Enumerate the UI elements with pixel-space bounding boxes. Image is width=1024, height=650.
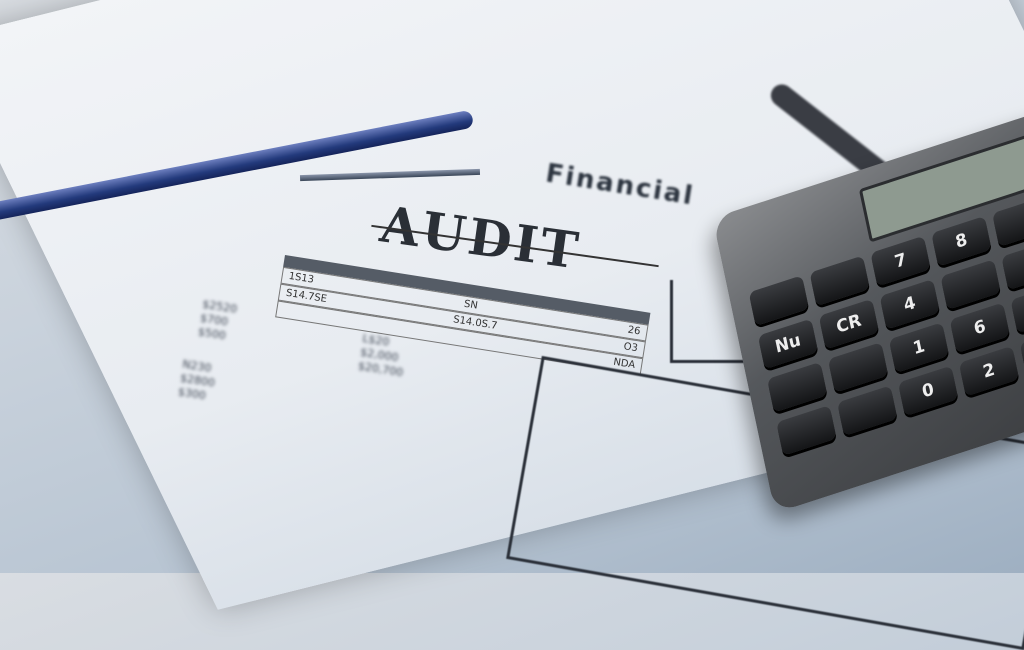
calculator-key xyxy=(1010,282,1024,334)
calculator-key: Nu xyxy=(757,318,819,370)
calculator-key xyxy=(827,342,889,393)
calculator-key: 7 xyxy=(870,235,931,287)
table-cell: O3 xyxy=(622,341,639,355)
calculator-key: 1 xyxy=(888,322,950,373)
table-cell: 1S13 xyxy=(287,270,315,286)
calculator-key xyxy=(767,361,828,413)
calculator-key xyxy=(940,259,1001,310)
calculator-key xyxy=(992,196,1024,247)
calculator-key: 8 xyxy=(931,215,992,267)
calculator-key xyxy=(837,385,898,437)
calculator-key: 2 xyxy=(958,345,1020,397)
calculator-key: CR xyxy=(818,298,880,350)
calculator-key xyxy=(809,255,870,307)
calculator-key xyxy=(748,275,809,327)
calculator-key: 4 xyxy=(879,278,940,330)
table-cell xyxy=(283,304,285,315)
table-cell xyxy=(448,331,450,342)
calculator-key xyxy=(1001,239,1024,291)
chart-frame xyxy=(670,280,753,363)
calculator-key xyxy=(1019,325,1024,377)
calculator-key xyxy=(776,405,837,456)
figures-block: $2520 $700 $500 xyxy=(197,298,238,345)
calculator-key: 0 xyxy=(897,365,959,417)
table-cell: 26 xyxy=(626,324,642,338)
figures-block: N230 $2800 $300 xyxy=(177,358,218,405)
calculator-key: 6 xyxy=(949,302,1010,354)
figures-block: L$20 $2,000 $20,700 xyxy=(357,332,409,381)
table-cell: SN xyxy=(463,298,479,312)
